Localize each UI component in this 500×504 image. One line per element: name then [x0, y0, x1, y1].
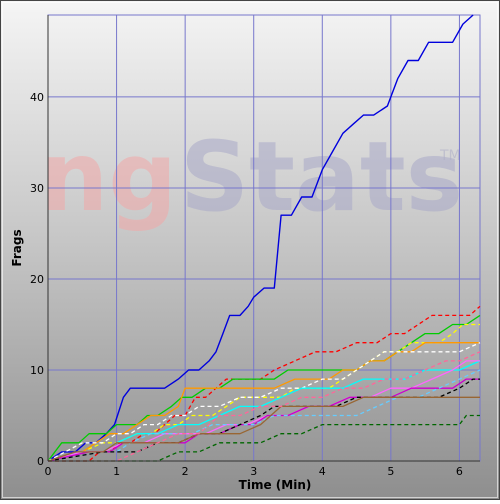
y-tick-label: 40 — [30, 91, 44, 104]
x-tick-label: 5 — [387, 465, 394, 478]
x-tick-label: 3 — [250, 465, 257, 478]
series-line-6 — [47, 342, 481, 462]
ngstats-watermark: ng Stats TM — [40, 121, 463, 233]
series-line-12 — [47, 396, 480, 462]
axes: 0 1 2 3 4 5 6 0 10 20 30 40 — [30, 15, 480, 478]
x-tick-label: 6 — [456, 465, 463, 478]
y-tick-label: 0 — [37, 455, 44, 468]
x-tick-label: 2 — [182, 465, 189, 478]
x-tick-label: 0 — [45, 465, 52, 478]
x-tick-label: 1 — [113, 465, 120, 478]
series-line-1 — [47, 14, 474, 462]
series-line-4 — [47, 323, 480, 462]
y-axis-title: Frags — [10, 229, 24, 266]
series-line-10 — [47, 369, 481, 462]
y-tick-label: 20 — [30, 273, 44, 286]
x-tick-label: 4 — [319, 465, 326, 478]
x-axis-title: Time (Min) — [239, 478, 312, 492]
series-group — [47, 14, 481, 462]
watermark-stats: Stats — [180, 121, 463, 233]
grid — [47, 14, 481, 462]
watermark-ng: ng — [40, 121, 177, 233]
y-tick-label: 10 — [30, 364, 44, 377]
series-line-2 — [48, 305, 481, 462]
watermark-tm: TM — [439, 148, 461, 164]
series-line-14 — [48, 414, 480, 462]
y-tick-label: 30 — [30, 182, 44, 195]
series-line-13 — [48, 351, 481, 462]
chart-border-inner — [2, 2, 498, 498]
